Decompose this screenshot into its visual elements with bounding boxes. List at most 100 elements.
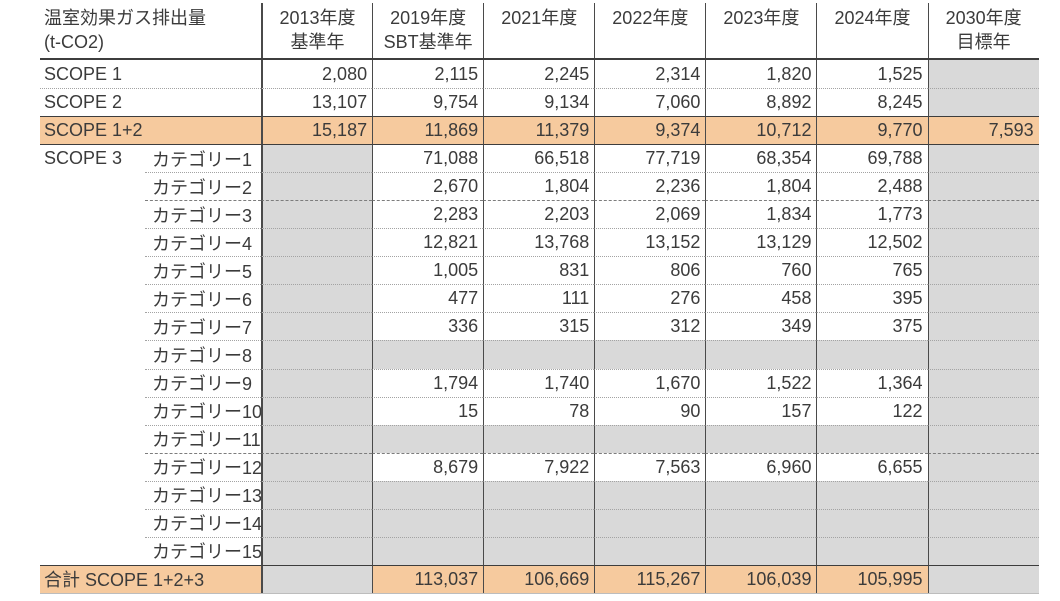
value-cell: 1,670 (594, 368, 706, 397)
value-cell (261, 284, 373, 313)
value-cell: 6,960 (705, 452, 817, 481)
value-cell (927, 480, 1039, 509)
table-row: カテゴリー14 (40, 508, 1039, 537)
category-label: カテゴリー14 (145, 508, 261, 537)
value-cell (372, 424, 484, 453)
column-header: 2013年度 基準年 (261, 3, 372, 58)
value-cell (927, 368, 1039, 397)
category-label: カテゴリー4 (145, 228, 261, 256)
value-cell (927, 256, 1039, 285)
column-header: 2023年度 (705, 3, 816, 58)
category-label: カテゴリー10 (145, 396, 261, 425)
category-label: カテゴリー12 (145, 452, 261, 481)
value-cell: 13,129 (705, 228, 817, 257)
value-cell: 806 (594, 256, 706, 285)
value-cell: 11,869 (372, 116, 484, 145)
value-cell (705, 424, 817, 453)
value-cell: 2,314 (594, 60, 705, 89)
value-cell: 2,488 (816, 172, 928, 201)
column-header-line2: 目標年 (956, 32, 1011, 52)
value-cell: 68,354 (705, 144, 817, 173)
value-cell (816, 536, 928, 565)
value-cell (927, 200, 1039, 229)
value-cell (705, 340, 817, 369)
value-cell: 1,005 (372, 256, 484, 285)
value-cell: 1,820 (705, 60, 816, 89)
value-cell: 2,236 (594, 172, 706, 201)
column-header-line2: SBT基準年 (383, 32, 473, 52)
value-cell: 2,115 (372, 60, 483, 89)
value-cell (594, 536, 706, 565)
value-cell: 477 (372, 284, 484, 313)
value-cell: 1,804 (483, 172, 595, 201)
value-cell: 13,152 (594, 228, 706, 257)
table-row: カテゴリー5 1,005 831 806 760 765 (40, 256, 1039, 285)
table-row: カテゴリー3 2,283 2,203 2,069 1,834 1,773 (40, 200, 1039, 229)
table-row: カテゴリー12 8,679 7,922 7,563 6,960 6,655 (40, 452, 1039, 481)
value-cell: 7,060 (594, 88, 706, 117)
value-cell: 77,719 (594, 144, 706, 173)
category-label: カテゴリー9 (145, 368, 261, 397)
value-cell: 7,593 (927, 116, 1039, 145)
value-cell: 1,740 (483, 368, 595, 397)
row-label: 合計 SCOPE 1+2+3 (40, 564, 261, 593)
value-cell (261, 312, 373, 341)
row-label: SCOPE 2 (40, 88, 261, 116)
value-cell (261, 564, 373, 593)
value-cell (816, 340, 928, 369)
value-cell (927, 144, 1039, 173)
table-row: SCOPE 1+2 15,187 11,869 11,379 9,374 10,712 9,… (40, 116, 1039, 145)
scope-label (40, 453, 145, 481)
category-label: カテゴリー3 (145, 200, 261, 228)
value-cell: 13,107 (261, 88, 373, 117)
value-cell (927, 228, 1039, 257)
category-label: カテゴリー2 (145, 172, 261, 200)
value-cell: 2,245 (483, 60, 594, 89)
scope-label (40, 397, 145, 425)
value-cell: 11,379 (483, 116, 595, 145)
category-label: カテゴリー5 (145, 256, 261, 284)
value-cell (927, 88, 1039, 117)
value-cell: 15,187 (261, 116, 373, 145)
value-cell (594, 424, 706, 453)
value-cell: 90 (594, 396, 706, 425)
value-cell: 2,069 (594, 200, 706, 229)
value-cell: 458 (705, 284, 817, 313)
value-cell: 111 (483, 284, 595, 313)
scope-label (40, 537, 145, 565)
column-header-line1: 2022年度 (612, 8, 689, 28)
table-row: 合計 SCOPE 1+2+3 113,037 106,669 115,267 106,0… (40, 564, 1039, 593)
scope-label (40, 509, 145, 537)
value-cell: 105,995 (816, 564, 928, 593)
value-cell: 66,518 (483, 144, 595, 173)
value-cell: 10,712 (705, 116, 817, 145)
table-row: カテゴリー13 (40, 480, 1039, 509)
value-cell: 2,283 (372, 200, 484, 229)
table-row: カテゴリー2 2,670 1,804 2,236 1,804 2,488 (40, 172, 1039, 201)
scope-label (40, 256, 145, 284)
value-cell: 106,039 (705, 564, 817, 593)
value-cell: 9,754 (372, 88, 484, 117)
value-cell: 8,679 (372, 452, 484, 481)
value-cell (927, 340, 1039, 369)
value-cell: 71,088 (372, 144, 484, 173)
category-label: カテゴリー13 (145, 480, 261, 509)
value-cell (927, 60, 1039, 89)
value-cell: 8,892 (705, 88, 817, 117)
value-cell (261, 536, 373, 565)
value-cell: 276 (594, 284, 706, 313)
table-title-cell: 温室効果ガス排出量 (t-CO2) (40, 3, 261, 58)
value-cell (261, 144, 373, 173)
value-cell (483, 536, 595, 565)
value-cell (483, 340, 595, 369)
value-cell (927, 452, 1039, 481)
value-cell (927, 284, 1039, 313)
value-cell (705, 508, 817, 537)
column-header: 2019年度 SBT基準年 (372, 3, 483, 58)
value-cell: 395 (816, 284, 928, 313)
value-cell (927, 424, 1039, 453)
scope-label (40, 228, 145, 256)
row-label: SCOPE 1 (44, 63, 123, 84)
scope-label (40, 369, 145, 397)
scope-label (40, 481, 145, 509)
